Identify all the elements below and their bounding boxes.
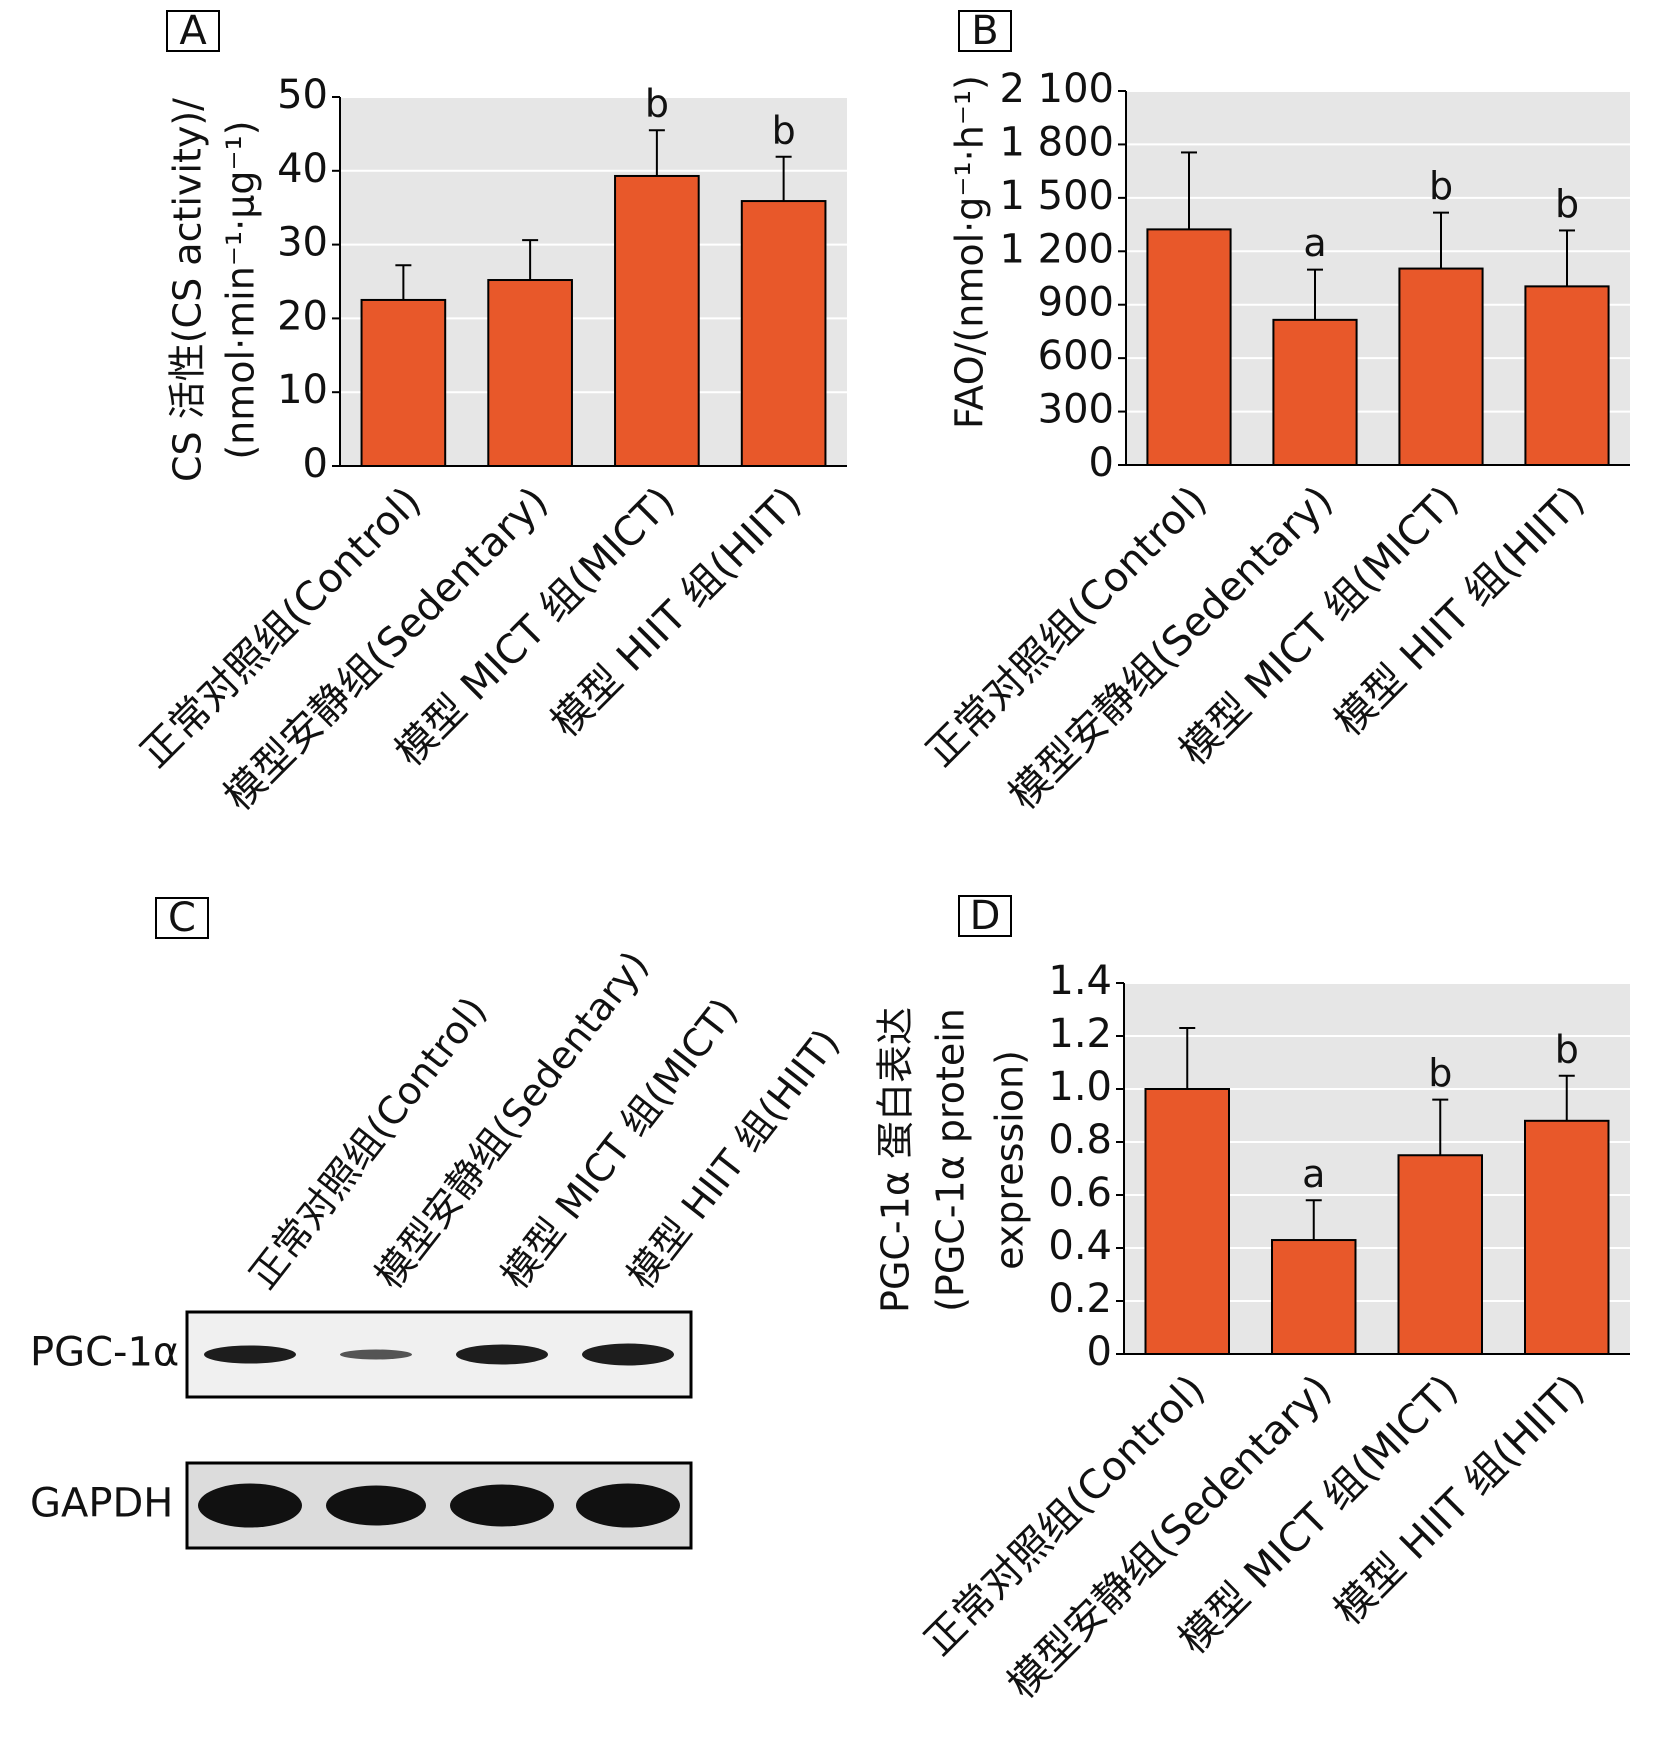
y-axis-label: PGC-1α 蛋白表达: [874, 1007, 918, 1313]
blot-band: [340, 1349, 412, 1360]
blot-band: [456, 1344, 548, 1365]
lane-label: 正常对照组(Control): [241, 989, 495, 1297]
blot-row-label: PGC-1α: [30, 1330, 179, 1376]
y-axis-label: expression): [988, 1050, 1032, 1270]
y-tick-label: 30: [277, 220, 328, 266]
bar: [740, 200, 827, 467]
y-tick-label: 1 500: [999, 173, 1114, 219]
bar: [487, 279, 573, 467]
x-tick-label: 模型 HIIT 组(HIIT): [1326, 1366, 1594, 1634]
bar: [1397, 1154, 1483, 1355]
bar: [360, 298, 447, 468]
bar: [1271, 1239, 1357, 1356]
panel-label-box: [166, 10, 220, 52]
y-axis-label: CS 活性(CS activity)/: [166, 98, 210, 482]
lane-label: 模型 HIIT 组(HIIT): [619, 1021, 848, 1297]
axis: [1125, 91, 1630, 466]
bar: [1524, 285, 1610, 466]
y-tick-label: 20: [277, 293, 328, 339]
axis: [339, 97, 847, 467]
annotation: b: [1428, 1051, 1452, 1095]
axis: [1123, 983, 1630, 1355]
annotation: b: [772, 108, 796, 152]
y-tick-label: 1.2: [1048, 1011, 1112, 1057]
blot-band: [198, 1483, 302, 1528]
y-tick-label: 600: [1038, 333, 1114, 379]
y-tick-label: 0.2: [1048, 1276, 1112, 1322]
y-tick-label: 1.4: [1048, 958, 1112, 1004]
y-tick-label: 40: [277, 146, 328, 192]
annotation: b: [1429, 164, 1453, 208]
panel-label: C: [168, 895, 196, 941]
blot-band: [204, 1345, 296, 1364]
annotation: b: [1555, 1027, 1579, 1071]
y-tick-label: 0: [303, 441, 328, 487]
y-tick-label: 0: [1087, 1329, 1112, 1375]
y-tick-label: 1.0: [1048, 1064, 1112, 1110]
y-tick-label: 2 100: [999, 66, 1114, 112]
panel-label: A: [179, 8, 207, 54]
panel-label-box: [155, 897, 209, 939]
blot-band: [582, 1343, 674, 1366]
y-axis-label: FAO/(nmol·g⁻¹·h⁻¹): [948, 75, 992, 429]
annotation: b: [1555, 182, 1579, 226]
y-tick-label: 0.8: [1048, 1117, 1112, 1163]
blot-band: [450, 1484, 554, 1527]
blot-row-label: GAPDH: [30, 1481, 173, 1527]
bar: [1144, 1088, 1230, 1355]
y-tick-label: 1 800: [999, 119, 1114, 165]
bar: [1146, 228, 1232, 466]
y-tick-label: 50: [277, 72, 328, 118]
panel-label-box: [958, 10, 1012, 52]
panel-label: D: [970, 893, 1001, 939]
y-axis-label: (PGC-1α protein: [929, 1008, 973, 1312]
y-tick-label: 0.4: [1048, 1223, 1112, 1269]
x-tick-label: 模型 HIIT 组(HIIT): [543, 478, 811, 746]
y-tick-label: 0: [1089, 440, 1114, 486]
bar: [1272, 318, 1358, 466]
lane-label: 模型 MICT 组(MICT): [493, 990, 746, 1297]
y-tick-label: 900: [1038, 280, 1114, 326]
y-tick-label: 300: [1038, 387, 1114, 433]
panel-label-box: [958, 895, 1012, 937]
bar: [1524, 1119, 1610, 1356]
blot-band: [576, 1483, 680, 1528]
y-tick-label: 10: [277, 367, 328, 413]
annotation: a: [1302, 1152, 1325, 1196]
blot-band: [326, 1485, 426, 1526]
y-axis-label: (nmol·min⁻¹·μg⁻¹): [219, 120, 263, 459]
bar: [1398, 267, 1484, 466]
annotation: b: [645, 82, 669, 126]
bar: [614, 174, 700, 467]
annotation: a: [1303, 221, 1326, 265]
y-tick-label: 0.6: [1048, 1170, 1112, 1216]
y-tick-label: 1 200: [999, 226, 1114, 272]
panel-label: B: [971, 8, 998, 54]
